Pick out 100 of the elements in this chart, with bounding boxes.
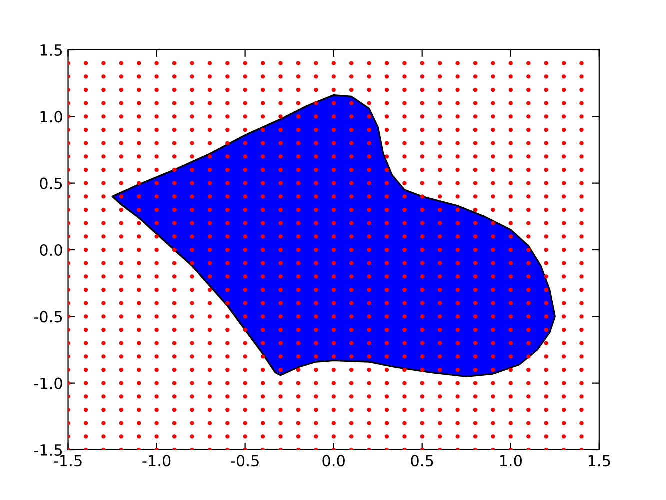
point: [119, 168, 124, 172]
point: [154, 141, 159, 146]
point: [260, 114, 266, 119]
point: [544, 181, 548, 186]
point: [154, 128, 159, 132]
point: [473, 328, 478, 332]
point: [544, 368, 548, 372]
point: [456, 354, 460, 359]
point: [438, 114, 442, 119]
point: [278, 328, 283, 332]
point: [349, 74, 354, 79]
point: [438, 221, 442, 226]
point: [296, 194, 301, 199]
point: [367, 274, 372, 279]
point: [243, 248, 248, 252]
point: [260, 328, 266, 332]
point: [402, 354, 407, 359]
point: [526, 301, 531, 306]
point: [491, 114, 496, 119]
point: [332, 74, 336, 79]
point: [580, 114, 584, 119]
point: [119, 354, 124, 359]
point: [367, 434, 372, 439]
point: [172, 381, 177, 386]
point: [384, 301, 390, 306]
point: [562, 301, 566, 306]
point: [119, 274, 124, 279]
point: [226, 381, 230, 386]
point: [332, 314, 336, 319]
point: [154, 181, 159, 186]
point: [84, 328, 88, 332]
point: [456, 88, 460, 92]
point: [384, 221, 390, 226]
point: [508, 248, 513, 252]
point: [84, 234, 88, 239]
point: [137, 274, 142, 279]
point: [190, 354, 194, 359]
point: [226, 154, 230, 159]
point: [137, 61, 142, 66]
point: [491, 381, 496, 386]
point: [278, 114, 283, 119]
point: [190, 181, 194, 186]
point: [172, 74, 177, 79]
point: [208, 301, 212, 306]
point: [562, 101, 566, 106]
point: [119, 341, 124, 346]
point: [384, 154, 390, 159]
point: [473, 114, 478, 119]
point: [208, 128, 212, 132]
point: [314, 61, 318, 66]
point: [491, 354, 496, 359]
point: [208, 74, 212, 79]
point: [526, 208, 531, 212]
point: [172, 314, 177, 319]
point: [438, 288, 442, 292]
point: [278, 354, 283, 359]
point: [526, 434, 531, 439]
point: [438, 274, 442, 279]
point: [367, 341, 372, 346]
point: [544, 261, 548, 266]
point: [491, 168, 496, 172]
point: [296, 128, 301, 132]
point: [349, 341, 354, 346]
point: [296, 61, 301, 66]
point: [260, 341, 266, 346]
point: [384, 61, 390, 66]
point: [491, 328, 496, 332]
point: [190, 394, 194, 399]
point: [349, 168, 354, 172]
point: [296, 368, 301, 372]
point: [172, 221, 177, 226]
point: [137, 114, 142, 119]
point: [260, 248, 266, 252]
point: [562, 261, 566, 266]
point: [491, 74, 496, 79]
point: [84, 181, 88, 186]
point: [119, 381, 124, 386]
point: [172, 101, 177, 106]
point: [84, 381, 88, 386]
point: [102, 141, 106, 146]
point: [332, 354, 336, 359]
point: [226, 394, 230, 399]
point: [420, 88, 424, 92]
point: [296, 74, 301, 79]
point: [172, 274, 177, 279]
point: [456, 234, 460, 239]
point: [208, 434, 212, 439]
point: [102, 328, 106, 332]
point: [208, 141, 212, 146]
point: [384, 381, 390, 386]
point: [296, 434, 301, 439]
point: [456, 61, 460, 66]
point: [526, 61, 531, 66]
point: [84, 434, 88, 439]
point: [278, 128, 283, 132]
point: [84, 208, 88, 212]
point: [190, 88, 194, 92]
point: [102, 61, 106, 66]
point: [420, 274, 424, 279]
point: [491, 274, 496, 279]
